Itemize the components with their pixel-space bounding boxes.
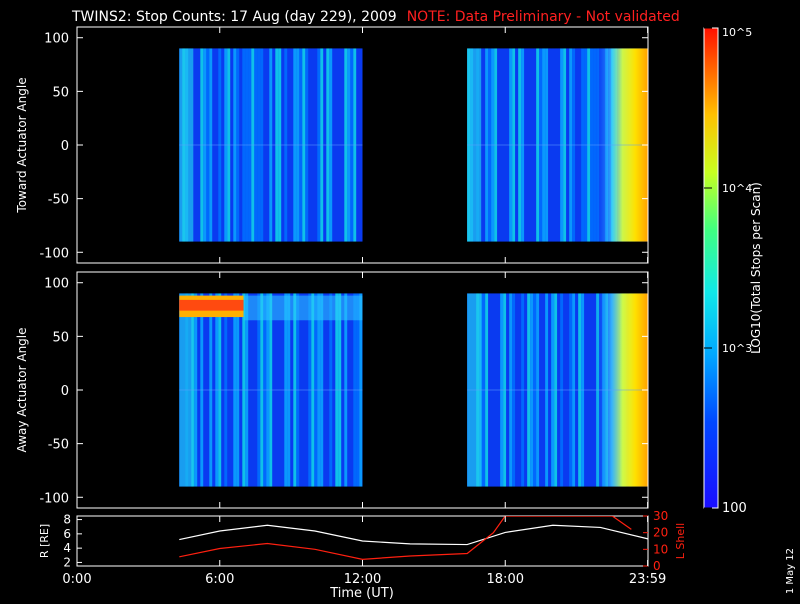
toward-y-ticks: 100 50 0 -50 -100 xyxy=(39,27,649,263)
datestamp: 1 May 12 xyxy=(785,547,796,594)
y-tick-label: 50 xyxy=(52,330,69,345)
x-tick-label: 23:59 xyxy=(629,572,666,587)
r-line xyxy=(179,524,649,546)
colorbar-tick-label: 10^4 xyxy=(722,182,752,195)
x-tick-label: 6:00 xyxy=(205,572,234,587)
title-note: NOTE: Data Preliminary - Not validated xyxy=(406,9,680,25)
away-heatmap-panel: 100 50 0 -50 -100 Away Actuator Angle xyxy=(15,271,649,509)
y-tick-label: -50 xyxy=(48,438,69,453)
r-tick-label: 4 xyxy=(63,541,71,555)
colorbar-tick-label: 10^3 xyxy=(722,342,752,355)
toward-y-axis-label: Toward Actuator Angle xyxy=(15,77,29,213)
toward-heatmap-panel: 100 50 0 -50 -100 Toward Actuator Angle xyxy=(15,26,649,264)
toward-heatmap-data xyxy=(179,48,648,242)
r-tick-label: 8 xyxy=(63,513,71,527)
y-tick-label: 100 xyxy=(44,277,69,292)
y-tick-label: -100 xyxy=(39,491,69,506)
lshell-tick-label: 30 xyxy=(653,509,668,523)
y-tick-label: 0 xyxy=(61,384,69,399)
lshell-line xyxy=(179,516,632,560)
r-axis-label: R [RE] xyxy=(38,524,51,558)
lshell-tick-label: 10 xyxy=(653,542,668,556)
y-tick-label: 100 xyxy=(44,32,69,47)
y-tick-label: 0 xyxy=(61,139,69,154)
colorbar-gradient xyxy=(703,27,719,509)
y-tick-label: -100 xyxy=(39,246,69,261)
chart-title: TWINS2: Stop Counts: 17 Aug (day 229), 2… xyxy=(72,9,680,25)
colorbar-label: LOG10(Total Stops per Scan) xyxy=(749,182,763,354)
colorbar-tick-label: 10^5 xyxy=(722,26,752,39)
heatmap-hot-core xyxy=(179,299,244,311)
lshell-tick-label: 0 xyxy=(653,559,661,573)
time-x-ticks: 0:00 6:00 12:00 18:00 23:59 xyxy=(62,516,666,587)
lshell-tick-label: 20 xyxy=(653,526,668,540)
x-tick-label: 18:00 xyxy=(487,572,524,587)
colorbar-tick-label: 100 xyxy=(722,501,747,516)
away-y-axis-label: Away Actuator Angle xyxy=(15,327,29,452)
heatmap-upper-band xyxy=(243,295,363,321)
x-tick-label: 0:00 xyxy=(62,572,91,587)
title-main: TWINS2: Stop Counts: 17 Aug (day 229), 2… xyxy=(72,9,397,25)
ephemeris-lines xyxy=(179,516,649,560)
lshell-y-ticks: 0 10 20 30 xyxy=(643,509,668,573)
r-tick-label: 2 xyxy=(63,555,71,569)
away-heatmap-data xyxy=(179,293,648,487)
colorbar: 10^5 10^4 10^3 100 LOG10(Total Stops per Sc… xyxy=(703,26,763,516)
r-tick-label: 6 xyxy=(63,527,71,541)
y-tick-label: -50 xyxy=(48,193,69,208)
x-tick-label: 12:00 xyxy=(344,572,381,587)
lshell-axis-label: L Shell xyxy=(674,523,687,559)
time-axis-label: Time (UT) xyxy=(329,586,394,600)
y-tick-label: 50 xyxy=(52,85,69,100)
away-y-ticks: 100 50 0 -50 -100 xyxy=(39,272,649,508)
colorbar-ticks: 10^5 10^4 10^3 100 xyxy=(704,26,752,516)
